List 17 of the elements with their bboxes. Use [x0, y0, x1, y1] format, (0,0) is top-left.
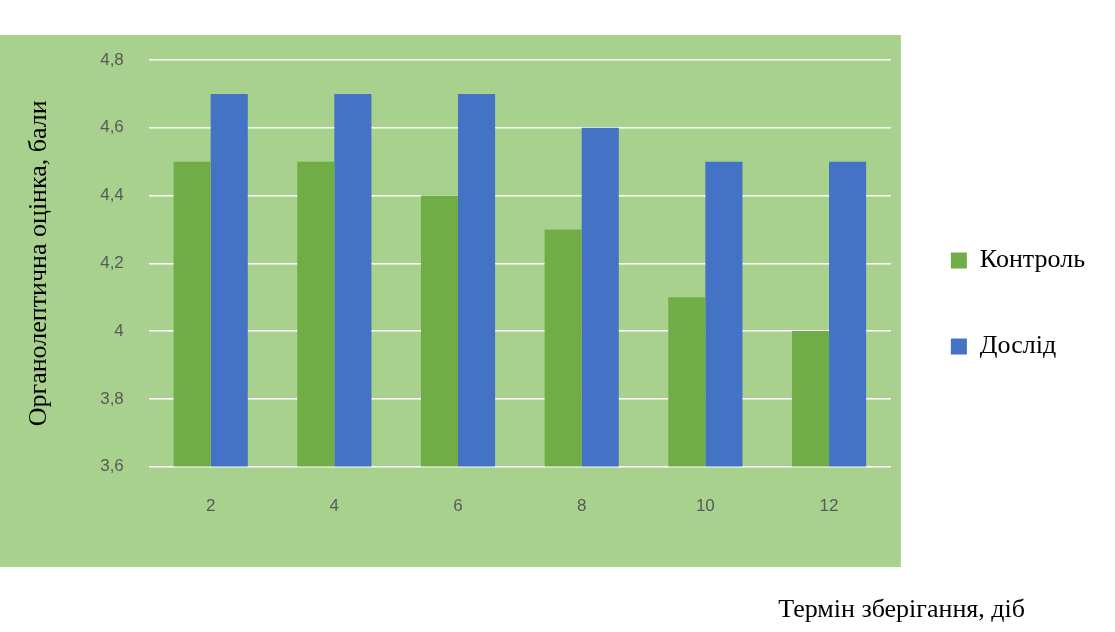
- y-tick-label: 4,6: [100, 117, 124, 137]
- y-tick-label: 3,6: [100, 456, 124, 476]
- legend-label: Дослід: [979, 330, 1057, 360]
- x-tick-label: 12: [819, 496, 839, 516]
- y-tick-label: 4,8: [100, 49, 124, 69]
- x-tick-label: 8: [576, 496, 587, 516]
- x-tick-label: 2: [205, 496, 216, 516]
- x-tick-label: 4: [329, 496, 340, 516]
- x-axis-title: Термін зберігання, діб: [778, 594, 1025, 624]
- y-tick-label: 4,4: [100, 185, 124, 205]
- y-tick-label: 3,8: [100, 388, 124, 408]
- legend-label: Контроль: [979, 244, 1086, 274]
- y-tick-label: 4: [114, 320, 124, 340]
- y-axis-title: Органолептична оцінка, бали: [23, 100, 53, 427]
- x-tick-label: 10: [695, 496, 715, 516]
- x-tick-label: 6: [453, 496, 463, 516]
- y-tick-label: 4,2: [100, 252, 124, 272]
